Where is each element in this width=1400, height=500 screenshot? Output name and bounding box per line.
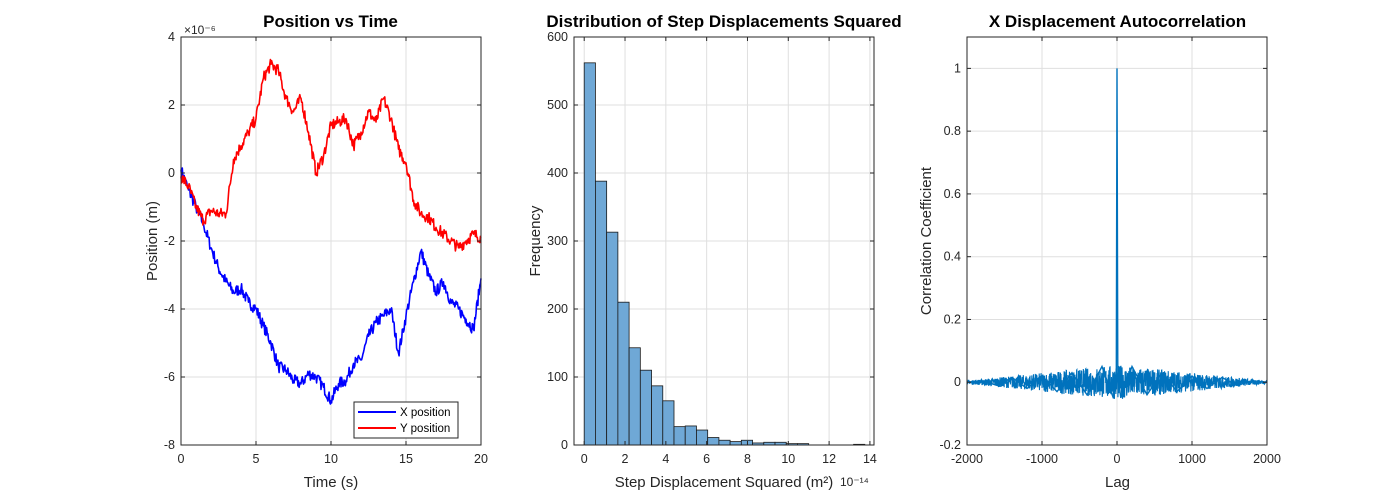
axes-title: Distribution of Step Displacements Squar… — [546, 12, 901, 31]
histogram-bar — [684, 425, 697, 446]
autocorrelation-axes: X Displacement Autocorrelation Lag Corre… — [918, 12, 1281, 491]
x-tick-label: 1000 — [1178, 452, 1206, 466]
histogram-bar — [606, 231, 619, 446]
histogram-bar — [628, 347, 641, 446]
x-tick-label: 0 — [1114, 452, 1121, 466]
x-tick-label: -2000 — [951, 452, 983, 466]
y-tick-label: 500 — [547, 98, 568, 112]
y-tick-label: -2 — [164, 234, 175, 248]
x-exponent-label: 10⁻¹⁴ — [840, 475, 869, 489]
x-axis-label: Step Displacement Squared (m²) — [615, 474, 833, 491]
x-tick-label: 2 — [622, 452, 629, 466]
x-tick-label: 10 — [324, 452, 338, 466]
y-tick-label: 0.4 — [944, 250, 961, 264]
x-tick-label: 4 — [662, 452, 669, 466]
y-position-line — [180, 58, 482, 252]
y-tick-label: 600 — [547, 30, 568, 44]
legend-box — [353, 401, 459, 439]
y-tick-label: 0.8 — [944, 124, 961, 138]
y-tick-label: 4 — [168, 30, 175, 44]
y-tick-label: 0 — [561, 438, 568, 452]
axes-frame: -2000 -1000 0 1000 2000 -0.2 0 0.2 0.4 0.6 0.8 1 — [939, 36, 1281, 466]
histogram-bar — [707, 437, 720, 446]
x-tick-label: 6 — [703, 452, 710, 466]
axes-frame: 0 2 4 6 8 10 12 14 0 100 200 300 400 500 600 — [547, 30, 877, 466]
x-tick-label: 15 — [399, 452, 413, 466]
autocorrelation-noise-line — [966, 365, 1268, 399]
step-displacement-histogram-axes: Distribution of Step Displacements Squar… — [527, 12, 902, 491]
y-tick-label: 0 — [954, 375, 961, 389]
axes-frame: 0 5 10 15 20 -8 -6 -4 -2 0 2 4 — [164, 30, 488, 466]
y-tick-label: -0.2 — [939, 438, 961, 452]
legend: X position Y position — [353, 401, 459, 439]
y-tick-label: 200 — [547, 302, 568, 316]
plot-layer — [966, 37, 1268, 446]
x-tick-label: -1000 — [1026, 452, 1058, 466]
axes-title: Position vs Time — [263, 12, 398, 31]
y-tick-label: 0.6 — [944, 187, 961, 201]
x-tick-label: 20 — [474, 452, 488, 466]
y-tick-label: 0 — [168, 166, 175, 180]
histogram-bar — [583, 62, 596, 446]
plot-layer — [180, 36, 482, 446]
x-axis-label: Lag — [1105, 474, 1130, 491]
x-position-line — [180, 167, 482, 405]
histogram-bar — [729, 441, 742, 446]
x-tick-label: 14 — [863, 452, 877, 466]
histogram-bar — [740, 439, 753, 446]
histogram-bar — [617, 301, 630, 446]
y-tick-label: 0.2 — [944, 312, 961, 326]
legend-entry: X position — [400, 407, 451, 419]
legend-entry: Y position — [400, 423, 450, 435]
y-tick-label: -6 — [164, 370, 175, 384]
histogram-bar — [718, 439, 731, 446]
y-tick-label: 2 — [168, 98, 175, 112]
axes-title: X Displacement Autocorrelation — [989, 12, 1246, 31]
x-tick-label: 0 — [581, 452, 588, 466]
histogram-bar — [662, 400, 675, 446]
histogram-bar — [595, 180, 608, 446]
histogram-bar — [696, 429, 709, 446]
x-tick-label: 0 — [178, 452, 185, 466]
y-axis-label: Frequency — [527, 205, 544, 276]
y-exponent-label: ×10⁻⁶ — [184, 23, 216, 37]
x-tick-label: 8 — [744, 452, 751, 466]
y-axis-label: Correlation Coefficient — [918, 166, 935, 315]
y-tick-label: 300 — [547, 234, 568, 248]
position-vs-time-axes: Position vs Time Time (s) Position (m) ×… — [144, 12, 488, 491]
plot-layer — [574, 36, 874, 446]
x-tick-label: 12 — [822, 452, 836, 466]
histogram-bar — [673, 426, 686, 446]
y-tick-label: 400 — [547, 166, 568, 180]
x-axis-label: Time (s) — [304, 474, 358, 491]
autocorrelation-line — [966, 68, 1268, 399]
histogram-bar — [639, 369, 652, 446]
histogram-bar — [651, 385, 664, 446]
y-axis-label: Position (m) — [144, 201, 161, 281]
y-tick-label: 1 — [954, 61, 961, 75]
y-tick-label: -8 — [164, 438, 175, 452]
x-tick-label: 5 — [253, 452, 260, 466]
x-tick-label: 10 — [781, 452, 795, 466]
y-tick-label: 100 — [547, 370, 568, 384]
x-tick-label: 2000 — [1253, 452, 1281, 466]
y-tick-label: -4 — [164, 302, 175, 316]
